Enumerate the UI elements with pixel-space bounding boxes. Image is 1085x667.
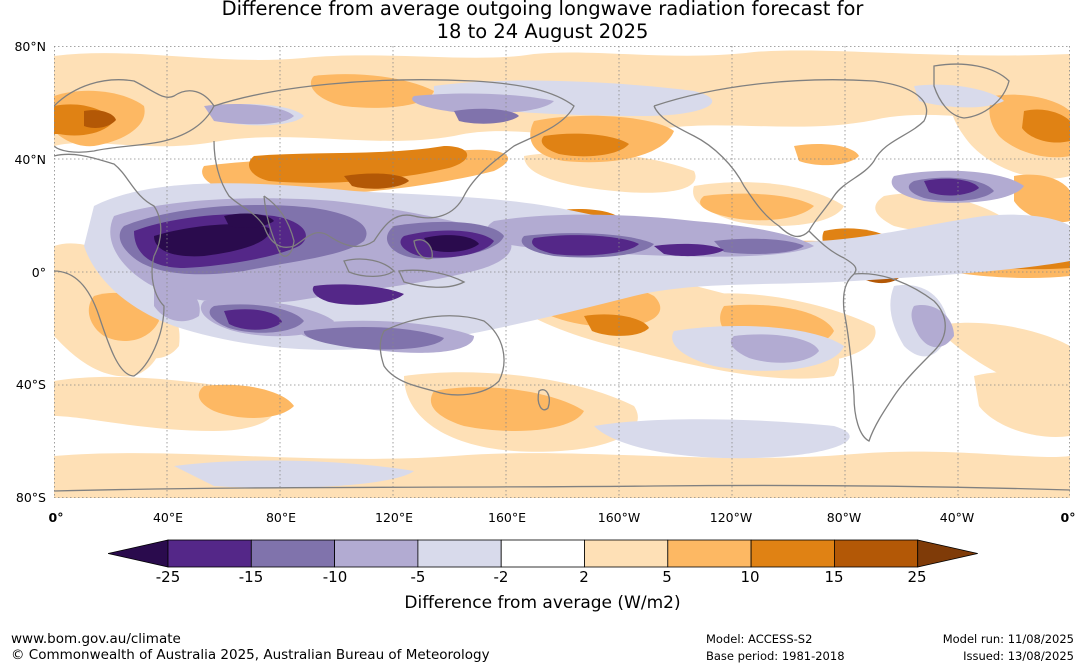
- graticule: [54, 46, 1070, 498]
- colorbar-tick-minus5: -5: [410, 568, 426, 586]
- colorbar-segment: [250, 539, 336, 568]
- lat-label-equator: 0°: [31, 265, 46, 280]
- colorbar-tick-5: 5: [662, 568, 672, 586]
- colorbar-tick-2: 2: [579, 568, 589, 586]
- footer-url: www.bom.gov.au/climate: [11, 631, 181, 647]
- lon-label-160e: 160°E: [487, 510, 527, 525]
- colorbar-tick-minus15: -15: [238, 568, 264, 586]
- colorbar-segment: [834, 539, 919, 568]
- footer-issued: Issued: 13/08/2025: [963, 649, 1074, 663]
- lon-label-40w: 40°W: [939, 510, 975, 525]
- lon-label-0-left: 0°: [48, 510, 64, 525]
- colorbar-tick-15: 15: [824, 568, 844, 586]
- colorbar: [108, 539, 978, 568]
- colorbar-segment: [584, 539, 669, 568]
- footer-model-run: Model run: 11/08/2025: [942, 632, 1074, 646]
- colorbar-segment: [667, 539, 752, 568]
- lon-label-0-right: 0°: [1060, 510, 1076, 525]
- lat-label-40n: 40°N: [14, 152, 46, 167]
- lon-label-80w: 80°W: [826, 510, 862, 525]
- colorbar-tick-minus2: -2: [493, 568, 509, 586]
- lat-label-80s: 80°S: [15, 490, 46, 505]
- lat-label-80n: 80°N: [14, 39, 46, 54]
- colorbar-segment: [750, 539, 835, 568]
- footer-base-period: Base period: 1981-2018: [706, 649, 845, 663]
- colorbar-tick-25: 25: [907, 568, 927, 586]
- footer-model: Model: ACCESS-S2: [706, 632, 813, 646]
- map-title: Difference from average outgoing longwav…: [0, 0, 1085, 43]
- coastlines: [54, 63, 1070, 492]
- colorbar-tick-minus25: -25: [155, 568, 181, 586]
- map-canvas: [54, 46, 1070, 498]
- colorbar-extend-low: [108, 539, 169, 568]
- title-line-2: 18 to 24 August 2025: [436, 20, 649, 43]
- lon-label-40e: 40°E: [152, 510, 184, 525]
- colorbar-label: Difference from average (W/m2): [404, 593, 681, 613]
- lon-label-120e: 120°E: [374, 510, 414, 525]
- lon-label-160w: 160°W: [597, 510, 641, 525]
- title-line-1: Difference from average outgoing longwav…: [221, 0, 864, 20]
- lon-label-80e: 80°E: [265, 510, 297, 525]
- olr-anomaly-map: [54, 46, 1070, 498]
- colorbar-segment: [167, 539, 252, 568]
- colorbar-segment: [500, 539, 585, 568]
- colorbar-segment: [417, 539, 502, 568]
- anomaly-below-minus25-regions: [154, 213, 479, 257]
- colorbar-extend-high: [917, 539, 978, 568]
- colorbar-segment: [334, 539, 419, 568]
- footer-copyright: © Commonwealth of Australia 2025, Austra…: [11, 647, 490, 663]
- colorbar-tick-minus10: -10: [322, 568, 348, 586]
- colorbar-tick-10: 10: [740, 568, 760, 586]
- lon-label-120w: 120°W: [709, 510, 753, 525]
- lat-label-40s: 40°S: [15, 377, 46, 392]
